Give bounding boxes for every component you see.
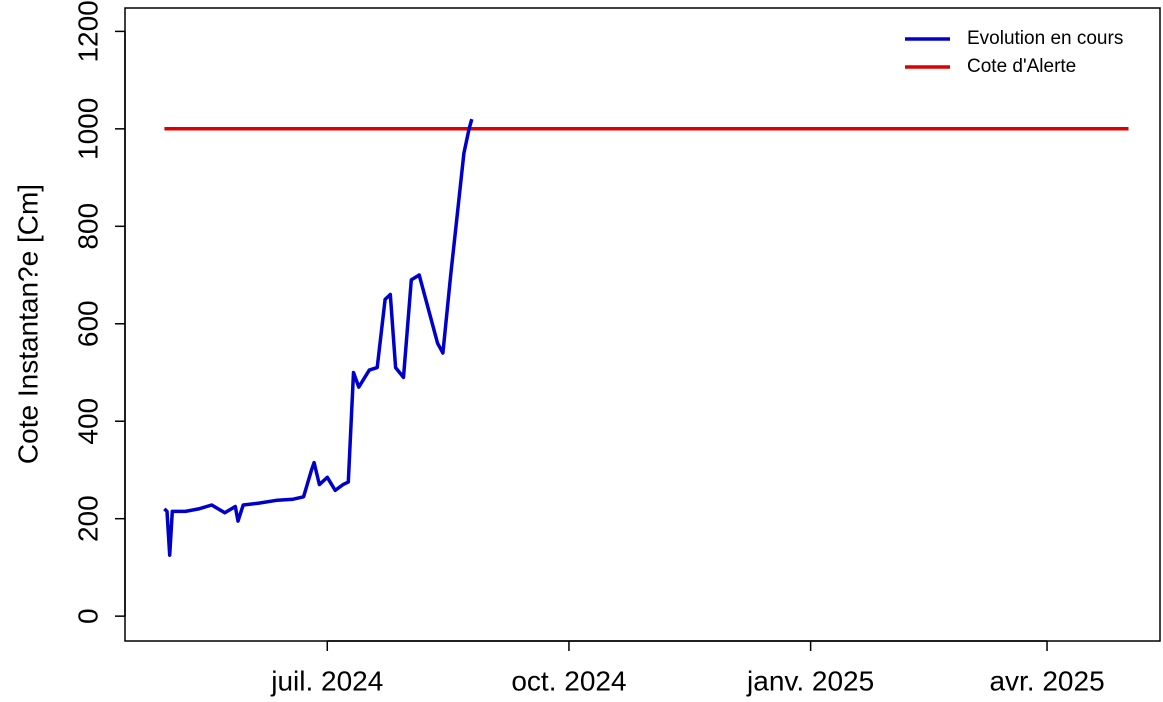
y-tick-label: 1200 [72,0,103,62]
y-tick-label: 0 [72,608,103,624]
data-line [163,118,474,557]
y-tick-label: 1000 [72,98,103,160]
y-tick-label: 600 [72,300,103,347]
y-tick-label: 800 [72,203,103,250]
y-tick-label: 400 [72,398,103,445]
x-tick-label: oct. 2024 [511,665,626,696]
y-axis-label: Cote Instantan?e [Cm] [12,184,43,464]
legend-label: Evolution en cours [967,28,1123,49]
x-tick-label: janv. 2025 [746,665,874,696]
x-tick-label: avr. 2025 [989,665,1104,696]
legend: Evolution en cours Cote d'Alerte [905,28,1123,77]
x-tick-label: juil. 2024 [270,665,383,696]
legend-label: Cote d'Alerte [967,56,1076,77]
plot-box [124,7,1161,642]
y-tick-label: 200 [72,495,103,542]
